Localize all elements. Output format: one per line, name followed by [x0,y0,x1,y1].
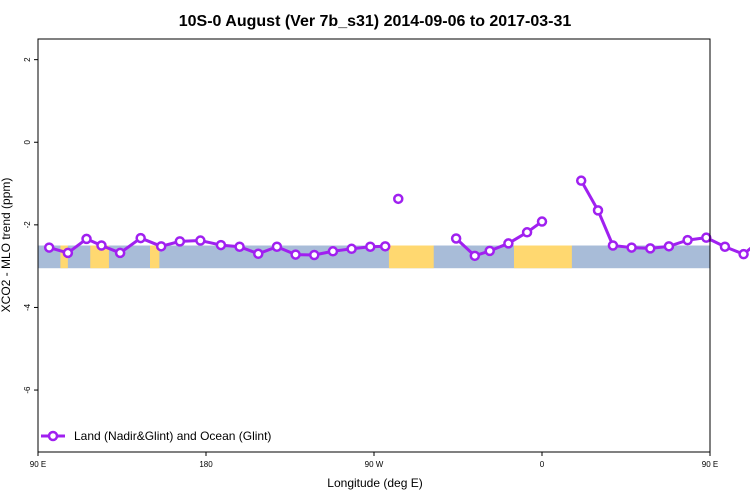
legend-series-marker [47,430,59,442]
data-point [346,243,357,255]
data-point [536,216,548,227]
data-point [503,238,514,249]
y-tick-label: 2 [23,57,32,62]
data-point [81,233,92,245]
data-point [135,232,146,244]
data-point [575,175,587,186]
y-axis-ticks: 2 0 -2 -4 -6 [23,57,38,394]
y-axis-label: XCO2 - MLO trend (ppm) [0,178,13,313]
x-axis-label: Longitude (deg E) [327,476,422,490]
legend-series-label: Land (Nadir&Glint) and Ocean (Glint) [74,429,271,443]
data-point [271,241,283,252]
x-tick-label: 180 [199,460,213,469]
data-point [645,243,656,254]
data-point [114,247,126,259]
data-point [521,227,533,238]
data-point [738,248,749,260]
x-tick-label: 90 E [30,460,46,469]
data-point [719,241,731,252]
data-point [379,241,391,252]
data-point [592,205,604,216]
land-region [90,245,109,269]
data-point [290,249,301,260]
series-layer [43,175,750,262]
data-point [215,239,227,251]
land-region [514,245,572,269]
data-point [469,250,481,262]
data-point [195,235,206,246]
x-axis-ticks: 90 E 180 90 W 0 90 E [30,452,718,469]
y-tick-label: -4 [23,303,32,311]
data-point [253,248,264,260]
data-point [701,232,712,243]
legend: Land (Nadir&Glint) and Ocean (Glint) [41,429,271,443]
data-point [327,246,339,257]
y-tick-label: 0 [23,139,32,144]
data-point [663,241,675,252]
data-point [309,249,320,261]
chart-title: 10S-0 August (Ver 7b_s31) 2014-09-06 to … [179,13,572,30]
x-tick-label: 0 [540,460,545,469]
data-point [96,240,107,251]
land-region [150,245,160,269]
data-point [43,242,55,253]
land-region [388,245,434,269]
data-point [234,241,245,252]
y-tick-label: -6 [23,386,32,394]
data-point [607,240,619,251]
data-point [393,193,404,205]
data-point [484,245,495,257]
data-point [365,241,376,252]
x-tick-label: 90 W [365,460,384,469]
map-band [38,245,710,269]
x-tick-label: 90 E [702,460,718,469]
data-point [682,234,693,246]
data-point [450,233,462,244]
data-point [626,242,637,253]
data-point [62,247,74,259]
data-point [155,241,167,252]
land-region [60,245,68,269]
data-point [174,236,186,247]
y-tick-label: -2 [23,221,32,229]
